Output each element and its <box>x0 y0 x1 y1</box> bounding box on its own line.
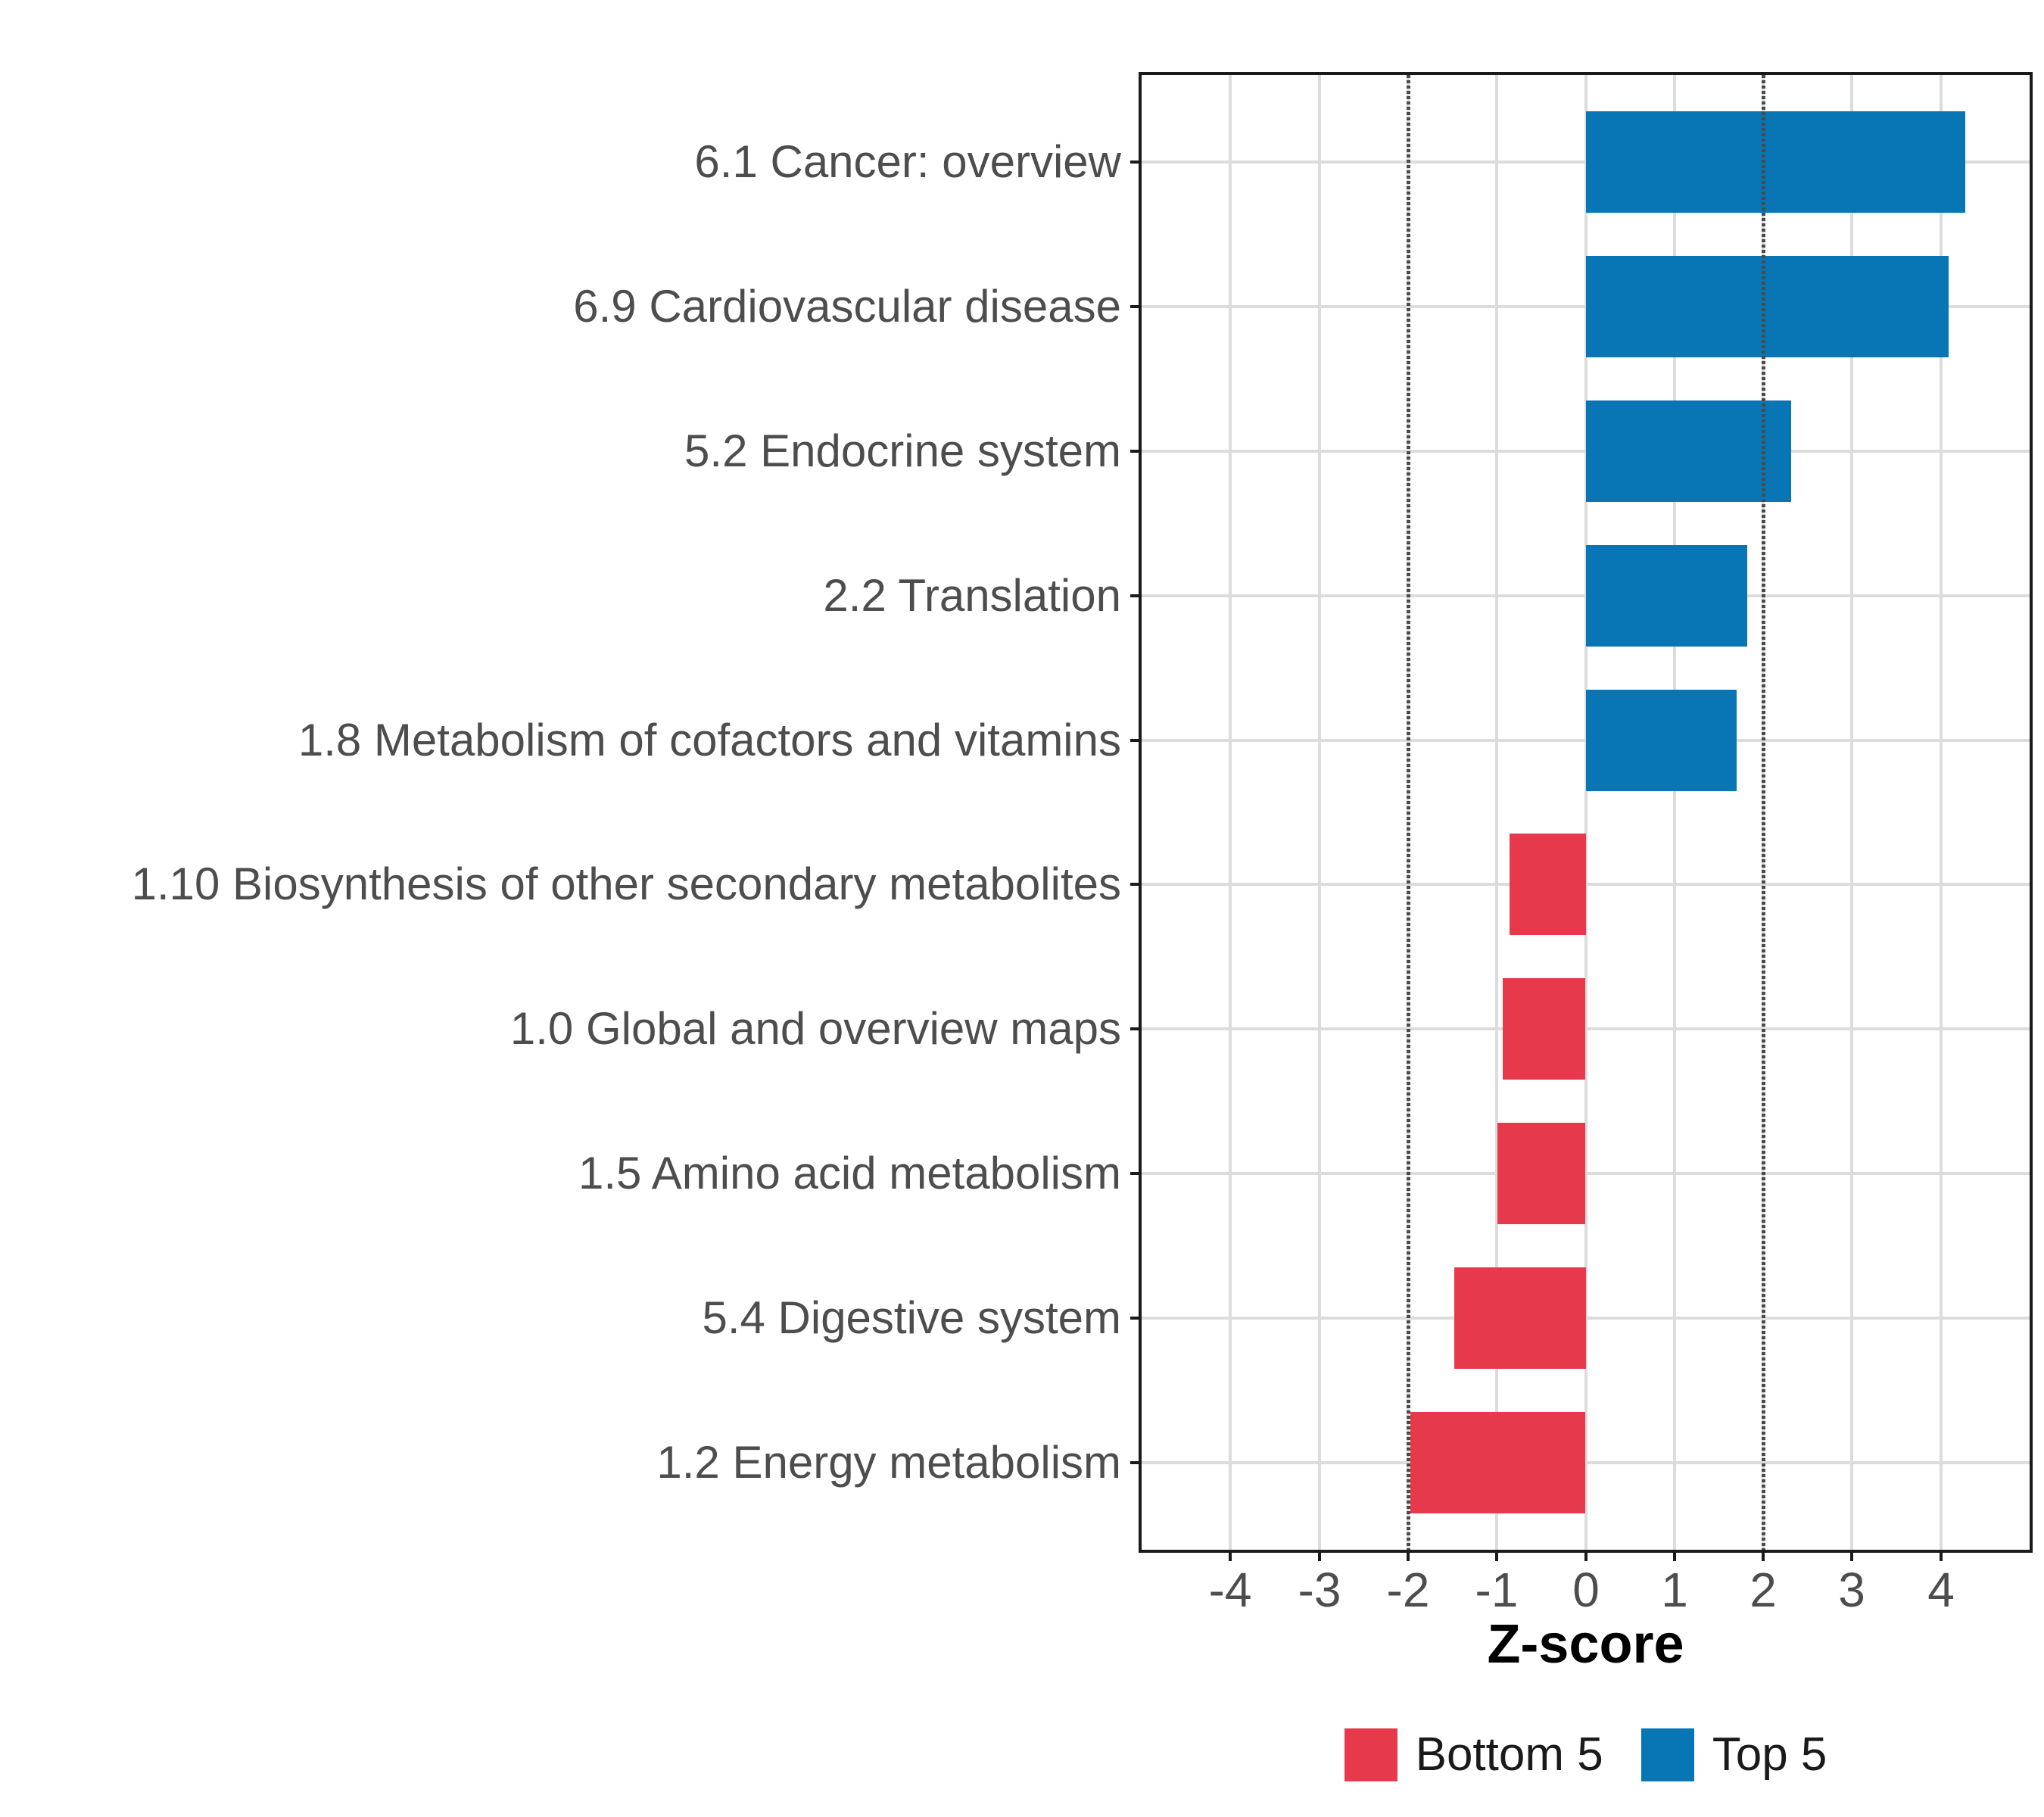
y-axis-label: 1.0 Global and overview maps <box>509 1003 1121 1054</box>
y-axis-label: 5.4 Digestive system <box>702 1292 1121 1343</box>
x-axis-title: Z-score <box>1487 1614 1684 1675</box>
x-tick-mark <box>1940 1550 1943 1561</box>
y-gridline <box>1142 1461 2030 1464</box>
reference-line <box>1762 75 1765 1550</box>
legend-item: Top 5 <box>1640 1728 1827 1781</box>
x-tick-label: -4 <box>1208 1563 1252 1617</box>
y-gridline <box>1142 450 2030 453</box>
y-gridline <box>1142 305 2030 308</box>
y-tick-mark <box>1130 1027 1142 1030</box>
y-tick-mark <box>1130 1461 1142 1464</box>
x-tick-mark <box>1850 1550 1853 1561</box>
x-tick-mark <box>1229 1550 1232 1561</box>
y-axis-label: 6.1 Cancer: overview <box>694 136 1121 187</box>
y-gridline <box>1142 594 2030 597</box>
x-tick-label: -3 <box>1298 1563 1341 1617</box>
y-axis-label: 1.8 Metabolism of cofactors and vitamins <box>298 715 1121 765</box>
bar <box>1497 1123 1585 1224</box>
x-tick-label: 3 <box>1838 1563 1865 1617</box>
x-tick-label: 2 <box>1750 1563 1777 1617</box>
x-tick-mark <box>1495 1550 1498 1561</box>
x-gridline <box>1229 75 1232 1550</box>
bar <box>1586 256 1949 357</box>
legend-label: Bottom 5 <box>1415 1728 1603 1781</box>
x-tick-label: 0 <box>1572 1563 1600 1617</box>
bar <box>1586 545 1747 647</box>
y-gridline <box>1142 1172 2030 1175</box>
y-tick-mark <box>1130 739 1142 742</box>
bar <box>1586 400 1791 502</box>
bar <box>1586 111 1965 213</box>
legend-swatch-bottom-5 <box>1344 1728 1397 1781</box>
bar <box>1510 834 1586 935</box>
legend: Bottom 5 Top 5 <box>990 1728 2044 1781</box>
bar <box>1410 1412 1585 1513</box>
y-tick-mark <box>1130 1172 1142 1175</box>
x-tick-mark <box>1318 1550 1321 1561</box>
x-gridline <box>1940 75 1943 1550</box>
x-gridline <box>1495 75 1498 1550</box>
y-axis-label: 2.2 Translation <box>823 570 1121 621</box>
x-tick-label: 4 <box>1927 1563 1955 1617</box>
x-tick-mark <box>1673 1550 1676 1561</box>
x-tick-mark <box>1407 1550 1410 1561</box>
legend-swatch-top-5 <box>1640 1728 1694 1781</box>
y-tick-mark <box>1130 161 1142 164</box>
x-tick-label: -2 <box>1386 1563 1430 1617</box>
y-axis-label: 1.5 Amino acid metabolism <box>578 1148 1121 1198</box>
x-tick-mark <box>1762 1550 1765 1561</box>
bar <box>1586 690 1737 791</box>
legend-label: Top 5 <box>1712 1728 1827 1781</box>
reference-line <box>1407 75 1410 1550</box>
x-gridline <box>1318 75 1321 1550</box>
x-tick-label: -1 <box>1475 1563 1519 1617</box>
plot-panel <box>1142 75 2030 1550</box>
x-gridline <box>1584 75 1588 1550</box>
x-gridline <box>1850 75 1853 1550</box>
y-gridline <box>1142 1027 2030 1030</box>
y-gridline <box>1142 739 2030 742</box>
y-tick-mark <box>1130 450 1142 453</box>
legend-item: Bottom 5 <box>1344 1728 1603 1781</box>
bar <box>1503 978 1585 1080</box>
x-gridline <box>1673 75 1676 1550</box>
y-axis-label: 1.2 Energy metabolism <box>656 1437 1121 1488</box>
bar <box>1454 1267 1586 1369</box>
y-axis-label: 5.2 Endocrine system <box>684 425 1121 476</box>
y-tick-mark <box>1130 1317 1142 1320</box>
y-tick-mark <box>1130 883 1142 886</box>
y-axis-label: 1.10 Biosynthesis of other secondary met… <box>131 859 1121 909</box>
y-axis-label: 6.9 Cardiovascular disease <box>573 281 1121 332</box>
y-tick-mark <box>1130 594 1142 597</box>
y-tick-mark <box>1130 305 1142 308</box>
x-tick-label: 1 <box>1661 1563 1688 1617</box>
x-tick-mark <box>1584 1550 1588 1561</box>
y-gridline <box>1142 161 2030 164</box>
